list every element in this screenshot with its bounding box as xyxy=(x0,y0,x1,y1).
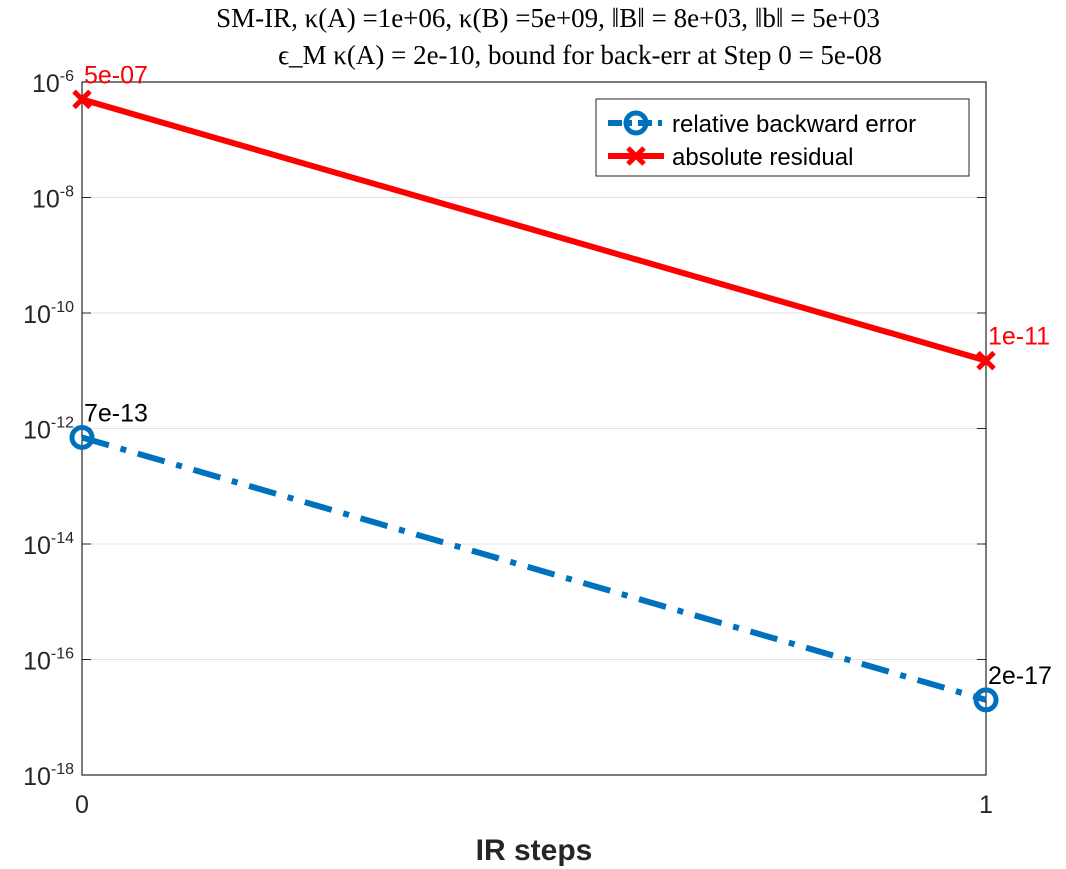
data-point-marker xyxy=(69,424,95,450)
x-axis-label: IR steps xyxy=(476,834,593,867)
data-label: 5e-07 xyxy=(84,61,148,89)
y-tick-exp: -14 xyxy=(51,530,74,547)
y-tick-exp: -8 xyxy=(60,184,74,201)
y-tick-label: 10-10 xyxy=(23,299,74,329)
series-line-1 xyxy=(81,96,987,364)
y-tick-label: 10-12 xyxy=(23,415,74,445)
y-tick-label: 10-8 xyxy=(32,184,74,214)
y-tick-exp: -6 xyxy=(60,68,74,85)
y-tick-base: 10 xyxy=(23,417,51,445)
y-tick-label: 10-18 xyxy=(23,761,74,791)
y-tick-base: 10 xyxy=(23,763,51,791)
y-tick-exp: -12 xyxy=(51,415,74,432)
data-label: 2e-17 xyxy=(988,662,1052,690)
y-tick-base: 10 xyxy=(32,186,60,214)
legend-entry: relative backward error xyxy=(672,111,916,138)
chart-title-line1: SM-IR, κ(A) =1e+06, κ(B) =5e+09, ‖B‖ = 8… xyxy=(216,3,880,33)
y-tick-base: 10 xyxy=(23,532,51,560)
data-label: 7e-13 xyxy=(84,399,148,427)
y-tick-base: 10 xyxy=(32,70,60,98)
legend-marker xyxy=(623,110,649,136)
legend-entry: absolute residual xyxy=(672,144,853,171)
data-label: 1e-11 xyxy=(988,323,1050,351)
series-line-0 xyxy=(81,434,987,703)
y-tick-base: 10 xyxy=(23,648,51,676)
data-point-marker xyxy=(72,89,92,110)
y-tick-exp: -18 xyxy=(51,761,74,778)
x-tick-label: 0 xyxy=(75,791,89,819)
legend: relative backward error absolute residual xyxy=(595,98,970,177)
y-tick-label: 10-6 xyxy=(32,68,74,98)
y-tick-base: 10 xyxy=(23,301,51,329)
y-tick-exp: -16 xyxy=(51,646,74,663)
data-point-marker xyxy=(973,687,999,713)
chart-title-line2: ϵ_M κ(A) = 2e-10, bound for back-err at … xyxy=(278,40,882,70)
legend-marker xyxy=(626,146,646,166)
y-tick-exp: -10 xyxy=(51,299,74,316)
y-tick-label: 10-14 xyxy=(23,530,74,560)
y-tick-label: 10-16 xyxy=(23,646,74,676)
data-point-marker xyxy=(976,350,996,371)
x-tick-label: 1 xyxy=(979,791,993,819)
